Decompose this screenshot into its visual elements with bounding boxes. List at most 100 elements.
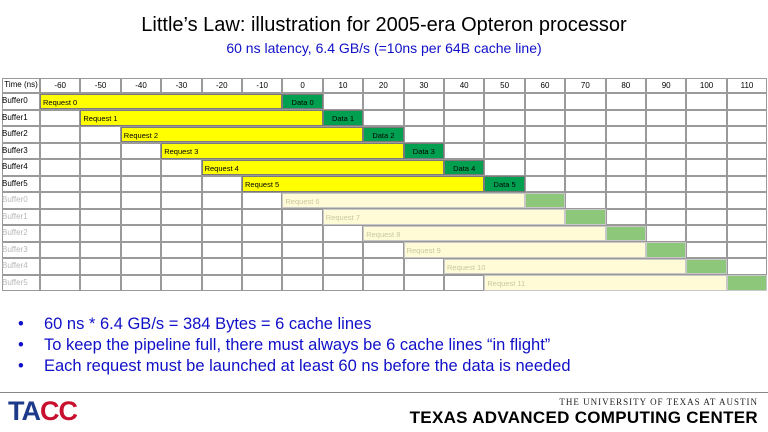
time-header: -10: [256, 81, 268, 90]
row-label-cell: [2, 208, 40, 225]
table-cell: [726, 225, 768, 242]
table-cell: [322, 225, 364, 242]
header-cell: [444, 78, 485, 93]
buffer-label: Buffer0: [2, 195, 28, 204]
data-bar: Data 0: [282, 93, 323, 109]
table-cell: [646, 109, 687, 126]
table-cell: [605, 192, 646, 209]
table-cell: [726, 258, 768, 275]
header-cell: [80, 78, 121, 93]
table-cell: [80, 126, 121, 143]
time-header: 70: [580, 81, 590, 90]
table-cell: [605, 142, 646, 159]
table-cell: [363, 93, 404, 110]
table-cell: [161, 159, 202, 176]
footer-divider: [0, 392, 768, 393]
table-cell: [201, 175, 242, 192]
buffer-label: Buffer1: [2, 211, 28, 221]
table-cell: [484, 142, 525, 159]
row-label-cell: [2, 142, 40, 159]
table-cell: [161, 175, 202, 192]
row-label-cell: [2, 274, 40, 291]
header-cell: [646, 78, 687, 93]
table-cell: [605, 159, 646, 176]
request-bar: Request 11: [484, 275, 727, 291]
table-cell: [120, 159, 162, 176]
time-header: 80: [621, 81, 631, 90]
table-cell: [80, 208, 121, 225]
table-cell: [40, 192, 81, 209]
data-bar: [646, 242, 687, 258]
table-cell: [444, 126, 485, 143]
slide-title: Little’s Law: illustration for 2005-era …: [141, 14, 627, 36]
table-cell: [161, 208, 202, 225]
table-cell: [40, 241, 81, 258]
buffer-label: Buffer3: [2, 244, 28, 254]
table-cell: [80, 241, 121, 258]
request-bar: Request 8: [363, 225, 606, 241]
header-cell: [282, 78, 323, 93]
header-cell: [242, 78, 283, 93]
table-cell: [726, 208, 768, 225]
table-cell: [565, 175, 606, 192]
table-cell: [726, 241, 768, 258]
table-cell: [40, 208, 81, 225]
table-cell: [282, 241, 323, 258]
table-cell: [686, 159, 727, 176]
request-bar: Request 9: [403, 242, 646, 258]
data-bar: [605, 225, 646, 241]
table-cell: [726, 175, 768, 192]
header-cell: [363, 78, 404, 93]
bullet-item: • To keep the pipeline full, there must a…: [18, 336, 551, 354]
row-label-cell: [2, 159, 40, 176]
table-cell: [565, 126, 606, 143]
table-cell: [403, 126, 444, 143]
table-cell: [726, 109, 768, 126]
header-cell: [161, 78, 202, 93]
table-cell: [646, 142, 687, 159]
table-cell: [484, 126, 525, 143]
table-cell: [403, 274, 444, 291]
table-cell: [403, 93, 444, 110]
time-header: -50: [94, 81, 107, 90]
buffer-label: Buffer0: [2, 96, 28, 105]
time-header: -30: [175, 81, 188, 90]
header-cell: [201, 78, 242, 93]
table-cell: [605, 93, 646, 110]
time-header: 40: [459, 81, 469, 90]
data-bar: [726, 275, 768, 291]
row-label-cell: [2, 109, 40, 126]
data-bar: Data 3: [403, 143, 444, 159]
bullet-item: • Each request must be launched at least …: [18, 357, 571, 375]
table-cell: [40, 175, 81, 192]
time-header: 0: [300, 81, 305, 90]
header-corner-label: Time (ns): [4, 80, 38, 89]
table-cell: [646, 126, 687, 143]
table-cell: [242, 208, 283, 225]
table-cell: [120, 192, 162, 209]
table-cell: [282, 208, 323, 225]
table-cell: [161, 258, 202, 275]
table-cell: [40, 274, 81, 291]
header-cell: [686, 78, 727, 93]
table-cell: [565, 159, 606, 176]
table-cell: [40, 142, 81, 159]
center-name: TEXAS ADVANCED COMPUTING CENTER: [409, 408, 758, 427]
table-cell: [646, 175, 687, 192]
buffer-label: Buffer5: [2, 178, 28, 188]
table-cell: [322, 241, 364, 258]
data-bar: [565, 209, 606, 225]
table-cell: [201, 241, 242, 258]
header-cell: [484, 78, 525, 93]
bullet-item: • 60 ns * 6.4 GB/s = 384 Bytes = 6 cache …: [18, 315, 372, 333]
table-cell: [80, 192, 121, 209]
table-cell: [403, 258, 444, 275]
table-cell: [120, 258, 162, 275]
table-cell: [686, 192, 727, 209]
header-cell: [726, 78, 768, 93]
table-cell: [80, 274, 121, 291]
table-cell: [726, 159, 768, 176]
table-cell: [120, 175, 162, 192]
table-cell: [242, 258, 283, 275]
header-cell: [565, 78, 606, 93]
